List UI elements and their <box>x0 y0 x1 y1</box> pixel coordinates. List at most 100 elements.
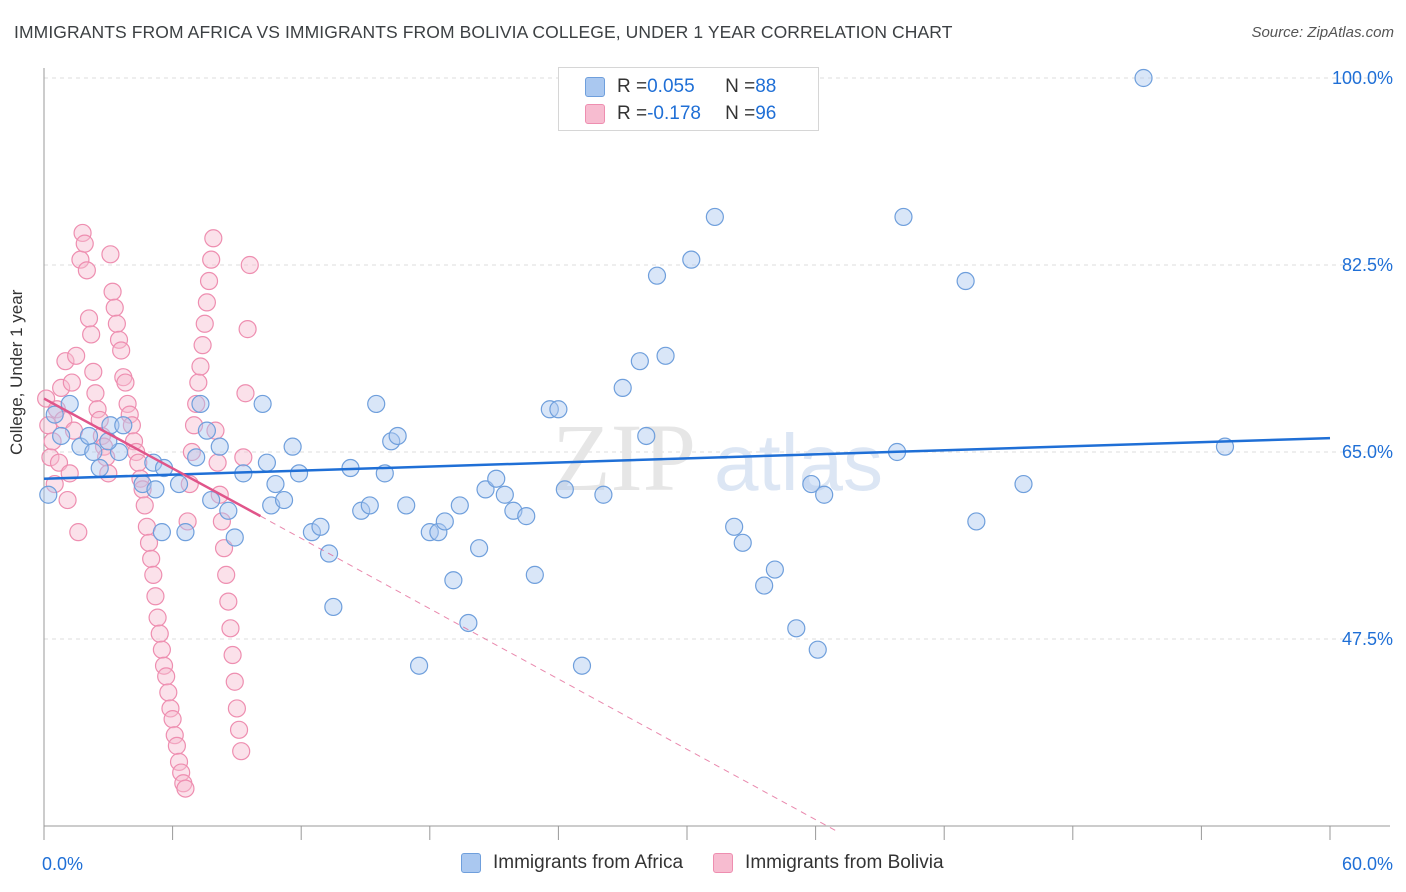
bolivia-point <box>212 512 231 531</box>
bolivia-r-label: R = <box>617 103 648 124</box>
bolivia-point <box>105 298 124 317</box>
bolivia-point <box>67 346 86 365</box>
africa-point <box>274 490 294 510</box>
africa-point <box>549 400 568 419</box>
africa-point <box>594 485 613 504</box>
bolivia-point <box>225 672 244 691</box>
africa-point <box>517 507 536 526</box>
bolivia-point <box>135 496 154 515</box>
africa-point <box>613 378 632 397</box>
bolivia-point <box>167 736 186 755</box>
africa-point <box>802 474 821 494</box>
bolivia-point <box>84 362 103 381</box>
africa-point <box>765 560 784 579</box>
africa-point <box>469 539 489 558</box>
africa-r-label: R = <box>617 76 648 97</box>
stats-legend: R = 0.055 N = 88 R = -0.178 N = 96 <box>558 67 819 131</box>
africa-point <box>487 469 506 488</box>
bolivia-point <box>152 640 171 659</box>
source-label: Source: ZipAtlas.com <box>1251 24 1394 41</box>
trend-lines <box>43 397 1331 832</box>
bolivia-point <box>54 410 73 430</box>
legend-row-bolivia: R = -0.178 N = 96 <box>585 103 776 125</box>
africa-point <box>429 523 448 542</box>
africa-point <box>967 512 986 531</box>
bolivia-point <box>157 667 176 686</box>
africa-point <box>435 512 454 531</box>
bolivia-point <box>116 373 135 392</box>
bolivia-point <box>234 448 253 467</box>
africa-point <box>210 437 229 456</box>
watermark-zip: ZIP <box>552 404 696 511</box>
legend-item-africa: Immigrants from Africa <box>461 852 683 874</box>
bolivia-point <box>238 320 257 339</box>
africa-point <box>52 426 71 446</box>
bolivia-point <box>197 293 216 312</box>
x-tick-label: 60.0% <box>1342 854 1393 874</box>
bolivia-r-value: -0.178 <box>647 103 701 124</box>
africa-point <box>1134 68 1153 88</box>
bolivia-point <box>82 325 101 344</box>
africa-point <box>266 474 285 494</box>
bolivia-point <box>129 453 148 472</box>
africa-point <box>956 271 975 291</box>
y-axis-label: College, Under 1 year <box>7 289 26 455</box>
africa-point <box>302 523 322 542</box>
africa-point <box>176 523 195 542</box>
africa-point <box>197 421 216 440</box>
africa-point <box>191 394 210 414</box>
bolivia-point <box>204 229 223 248</box>
africa-point <box>397 496 416 515</box>
series-legend: Immigrants from Africa Immigrants from B… <box>461 852 974 874</box>
africa-point <box>450 496 469 515</box>
bolivia-point <box>221 619 240 638</box>
africa-point <box>79 426 99 446</box>
bolivia-point <box>79 309 99 328</box>
bolivia-n-value: 96 <box>755 103 777 124</box>
bolivia-point <box>142 549 161 568</box>
africa-point <box>146 480 165 499</box>
bolivia-point <box>75 234 94 253</box>
bolivia-point <box>49 453 69 472</box>
africa-swatch <box>585 77 605 97</box>
bolivia-point <box>187 394 206 414</box>
africa-point <box>755 576 774 595</box>
africa-point <box>572 656 592 675</box>
africa-n-label: N = <box>725 76 756 97</box>
bolivia-point <box>148 608 167 627</box>
bolivia-point <box>112 341 131 360</box>
africa-point <box>219 501 238 520</box>
africa-point <box>525 565 544 584</box>
africa-point <box>787 619 806 638</box>
bolivia-point <box>176 779 195 798</box>
africa-r-value: 0.055 <box>647 76 695 97</box>
africa-point <box>733 533 752 552</box>
bolivia-n-label: N = <box>725 103 756 124</box>
africa-point <box>187 448 206 467</box>
bolivia-points <box>37 223 259 798</box>
bolivia-trend-extension <box>260 515 838 832</box>
axes <box>43 68 1390 840</box>
bolivia-point <box>199 271 219 291</box>
africa-point <box>283 437 302 456</box>
gridlines <box>44 77 1380 640</box>
y-tick-label: 65.0% <box>1342 442 1393 462</box>
bolivia-point <box>139 533 159 552</box>
chart-title: IMMIGRANTS FROM AFRICA VS IMMIGRANTS FRO… <box>14 22 953 42</box>
bolivia-legend-swatch <box>713 853 734 873</box>
africa-point <box>39 485 58 504</box>
africa-point <box>253 394 272 414</box>
bolivia-point <box>191 357 210 376</box>
bolivia-point <box>77 261 96 280</box>
bolivia-point <box>195 314 214 333</box>
bolivia-point <box>229 720 249 739</box>
bolivia-point <box>144 565 163 584</box>
y-tick-label: 82.5% <box>1342 255 1393 275</box>
africa-point <box>90 458 109 478</box>
africa-point <box>388 426 407 446</box>
bolivia-point <box>236 384 255 403</box>
tick-labels: 47.5% 65.0% 82.5% 100.0% 0.0% 60.0% <box>42 68 1393 874</box>
africa-point <box>225 528 244 547</box>
africa-point <box>815 485 834 504</box>
